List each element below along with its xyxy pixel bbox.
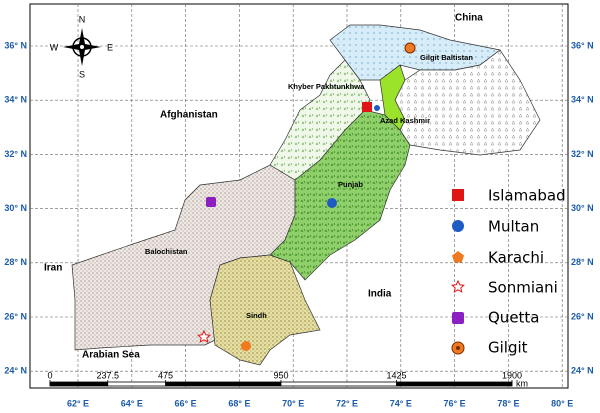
scale-label: 950 <box>273 370 288 380</box>
region-label: Balochistan <box>145 247 188 256</box>
compass-s: S <box>79 69 85 79</box>
lat-label: 30° N <box>571 203 594 213</box>
city-marker <box>241 341 251 351</box>
lat-label: 36° N <box>4 40 27 50</box>
legend-symbol <box>452 189 464 201</box>
compass-n: N <box>79 14 86 24</box>
lat-label: 24° N <box>571 366 594 376</box>
legend-label: Gilgit <box>488 339 528 357</box>
region-label: China <box>455 13 483 24</box>
lat-label: 32° N <box>571 149 594 159</box>
compass: N S E W <box>50 14 113 79</box>
scale-segment <box>396 382 512 386</box>
region-label: Gilgit Baltistan <box>420 53 473 62</box>
lat-label: 28° N <box>4 257 27 267</box>
city-marker <box>374 105 380 111</box>
legend-symbol <box>452 312 464 324</box>
lon-label: 76° E <box>444 398 466 408</box>
legend-label: Islamabad <box>488 187 566 205</box>
lat-label: 30° N <box>4 203 27 213</box>
region-label: Sindh <box>246 311 267 320</box>
legend-symbol <box>452 251 464 263</box>
lat-label: 26° N <box>4 311 27 321</box>
compass-w: W <box>50 42 59 52</box>
region-label: Afghanistan <box>160 110 218 121</box>
lat-label: 24° N <box>4 366 27 376</box>
legend-label: Multan <box>488 218 539 236</box>
lat-label: 36° N <box>571 40 594 50</box>
lat-label: 34° N <box>4 95 27 105</box>
legend-symbol <box>451 279 465 293</box>
scale-segment <box>165 382 281 386</box>
region-label: India <box>368 289 392 300</box>
lat-label: 26° N <box>571 311 594 321</box>
ajk-area <box>379 64 406 131</box>
lon-label: 66° E <box>175 398 197 408</box>
legend-symbol <box>456 346 460 350</box>
lat-label: 34° N <box>571 95 594 105</box>
city-marker <box>206 197 216 207</box>
lon-label: 64° E <box>121 398 143 408</box>
region-label: Khyber Pakhtunkhwa <box>288 82 365 91</box>
legend-label: Quetta <box>488 309 540 327</box>
city-marker <box>404 42 416 54</box>
lon-label: 74° E <box>390 398 412 408</box>
compass-e: E <box>107 42 113 52</box>
legend-label: Karachi <box>488 249 544 267</box>
lon-label: 70° E <box>282 398 304 408</box>
region-label: Iran <box>44 263 62 274</box>
scale-unit: km <box>516 378 528 388</box>
city-marker <box>197 329 211 343</box>
lat-label: 32° N <box>4 149 27 159</box>
region-label: Arabian Sea <box>82 350 140 361</box>
legend-symbol <box>452 220 464 232</box>
region-label: Punjab <box>338 180 363 189</box>
scale-segment <box>50 382 108 386</box>
legend-label: Sonmiani <box>488 279 558 297</box>
scale-label: 1425 <box>386 370 406 380</box>
city-marker <box>362 102 372 112</box>
legend: Islamabad Multan Karachi Sonmiani Quetta… <box>451 187 566 357</box>
scale-label: 237.5 <box>96 370 119 380</box>
lon-label: 78° E <box>497 398 519 408</box>
scale-label: 475 <box>158 370 173 380</box>
lon-label: 80° E <box>551 398 573 408</box>
lon-label: 62° E <box>67 398 89 408</box>
scale-label: 1900 <box>502 370 522 380</box>
region-label: Azad Kashmir <box>380 116 430 125</box>
lon-label: 68° E <box>228 398 250 408</box>
scale-label: 0 <box>47 370 52 380</box>
lon-label: 72° E <box>336 398 358 408</box>
city-marker <box>327 198 337 208</box>
lat-label: 28° N <box>571 257 594 267</box>
